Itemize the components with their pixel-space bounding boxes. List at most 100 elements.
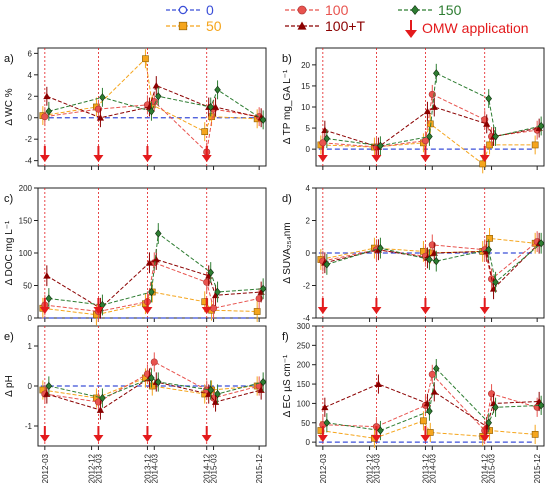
y-tick-label: 10 [301,103,310,112]
y-tick-label: 150 [297,380,311,389]
data-point [537,121,545,131]
y-tick-label: 0 [28,114,33,123]
arrow-head [93,435,104,442]
arrow-head [142,435,153,442]
data-point [99,300,106,310]
data-point [486,235,493,242]
series-150 [323,63,545,156]
data-point [96,114,105,121]
data-point [537,401,545,410]
data-point [377,426,384,435]
data-point [207,102,214,112]
legend-arrow-label: OMW application [422,20,529,36]
arrow-head [142,155,153,162]
application-arrow [317,146,328,162]
arrow-head [201,435,212,442]
data-point [214,85,221,94]
data-point [537,239,545,248]
application-arrow [39,426,50,442]
arrow-head [39,435,50,442]
data-point [492,132,499,141]
data-point [45,107,53,116]
application-arrow [371,298,382,314]
panel-label: f) [282,331,289,343]
x-tick-label: 2012-03 [319,453,328,483]
data-point [150,358,158,366]
arrow-head [371,307,382,314]
data-point [323,260,331,269]
arrow-head [39,155,50,162]
data-point [319,139,327,147]
data-point [155,377,162,387]
arrow-head [201,155,212,162]
data-point [485,418,492,427]
x-tick-label: 2014-12 [203,453,212,483]
legend-marker [178,21,188,31]
legend-label: 0 [206,2,214,18]
data-point [211,103,220,110]
data-point [96,406,105,413]
panel-d: -4 -2 0 2 4 d) Δ SUVA₂₅₄nm [282,184,545,323]
panel-label: d) [282,193,292,205]
y-tick-label: -4 [25,157,33,166]
application-arrow [420,426,431,442]
y-tick-label: 200 [297,361,311,370]
application-arrow [39,298,50,314]
data-point [421,137,429,145]
data-point [259,284,267,293]
panel-label: c) [4,193,13,205]
data-point [426,429,434,436]
data-point [426,407,433,416]
data-point [323,134,331,143]
data-point [492,403,499,412]
y-tick-label: 4 [306,184,311,193]
x-tick-label: 2012-03 [41,453,50,483]
application-arrow [142,426,153,442]
data-point [207,385,214,395]
y-tick-label: -1 [25,422,33,431]
legend-label: 50 [206,18,222,34]
legend-marker [178,5,188,15]
series-150 [45,368,267,408]
application-arrow [39,146,50,162]
legend-item-100T: 100+T [285,18,366,34]
data-point [433,257,440,266]
application-arrow [201,426,212,442]
application-arrow [420,146,431,162]
data-point [420,417,427,425]
arrow-head [479,307,490,314]
y-tick-label: 300 [297,322,311,331]
legend-label: 100 [325,2,349,18]
data-point [150,98,158,106]
data-point [148,287,155,297]
panel-c: 0 50 100 150 200 c) Δ DOC mg L⁻¹ [4,184,267,326]
arrow-head [317,435,328,442]
arrow-head [142,307,153,314]
data-point [210,304,218,312]
legend-item-50: 50 [166,18,222,34]
y-tick-label: 50 [23,282,32,291]
application-arrow [93,146,104,162]
y-axis-label: Δ pH [4,375,15,397]
application-arrow [201,298,212,314]
arrow-head [39,307,50,314]
x-tick-label: 2015-12 [255,453,264,483]
data-point [43,92,51,100]
data-point [253,308,261,315]
application-arrow [317,298,328,314]
y-tick-label: -2 [303,282,311,291]
legend-item-100: 100 [285,2,349,18]
data-point [148,373,155,383]
x-tick-label: 2015-12 [533,453,542,483]
data-point [433,69,440,78]
panel-label: e) [4,331,14,343]
legend-marker [297,21,307,30]
data-point [428,90,436,98]
x-tick-label: 2014-03 [150,453,159,483]
y-tick-label: 20 [301,61,310,70]
y-axis-label: Δ TP mg_GA L⁻¹ [282,69,293,144]
data-point [492,278,499,287]
